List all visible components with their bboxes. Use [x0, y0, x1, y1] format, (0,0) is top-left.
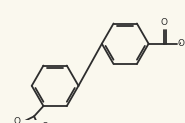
Text: O: O	[41, 122, 48, 123]
Text: O: O	[177, 39, 184, 48]
Text: O: O	[160, 18, 167, 27]
Text: O: O	[14, 117, 21, 123]
